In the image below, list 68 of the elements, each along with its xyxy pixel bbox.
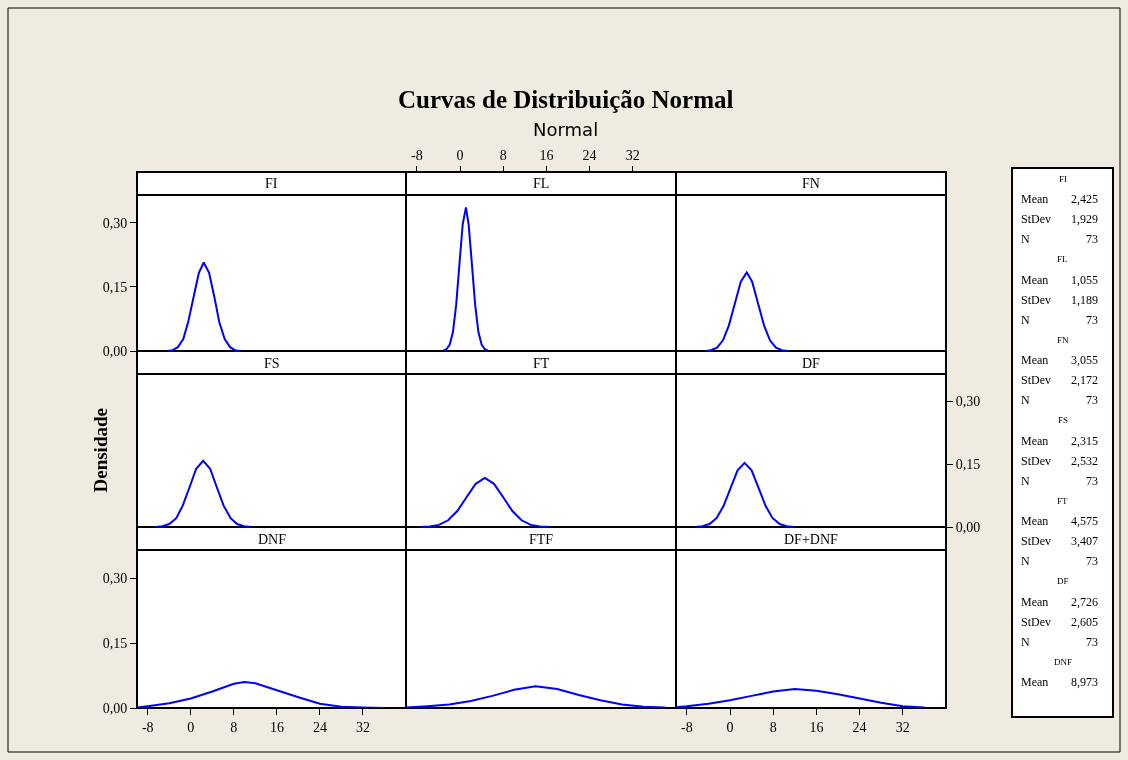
text: FS	[1058, 415, 1069, 425]
x-tick-label: 24	[312, 719, 327, 735]
x-tick-label: 32	[625, 148, 640, 164]
chart-title: FL	[533, 176, 550, 191]
chart-title: DF	[802, 356, 821, 371]
chart-title: FI	[265, 176, 278, 191]
text: Curvas de Distribuição Normal	[398, 86, 734, 113]
text: N 73	[1021, 313, 1098, 327]
text: FL	[1057, 254, 1068, 264]
text: Mean 3,055	[1021, 353, 1098, 367]
text: StDev 1,929	[1021, 212, 1098, 226]
chart-title: DNF	[258, 532, 287, 547]
x-tick-label: -8	[410, 148, 423, 164]
text: StDev 2,532	[1021, 454, 1098, 468]
y-tick-label: 0,15	[102, 635, 128, 651]
text: FN	[1057, 335, 1070, 345]
text: N 73	[1021, 232, 1098, 246]
y-tick-label: 0,30	[102, 215, 128, 231]
x-tick-label: -8	[141, 719, 154, 735]
text: FI	[1059, 174, 1068, 184]
x-tick-label: 16	[539, 148, 554, 164]
x-tick-label: 8	[769, 719, 777, 735]
text: FT	[1057, 496, 1069, 506]
text: StDev 2,172	[1021, 373, 1098, 387]
text: Mean 4,575	[1021, 514, 1098, 528]
x-tick-label: 24	[582, 148, 597, 164]
x-tick-label: 0	[726, 719, 734, 735]
chart-title: FN	[802, 176, 820, 191]
chart-title: FS	[264, 356, 280, 371]
text: Mean 2,726	[1021, 595, 1098, 609]
x-tick-label: -8	[680, 719, 693, 735]
y-tick-label: 0,30	[955, 394, 981, 410]
line-series	[694, 461, 795, 527]
y-tick-label: 0,15	[102, 279, 128, 295]
x-tick-label: 32	[895, 719, 910, 735]
line-series	[137, 681, 386, 708]
chart-title: DF+DNF	[784, 532, 839, 547]
x-tick-label: 16	[269, 719, 284, 735]
text: DNF	[1054, 657, 1073, 667]
chart-title: FTF	[529, 532, 554, 547]
text: Normal	[533, 119, 599, 140]
x-tick-label: 32	[355, 719, 370, 735]
x-tick-label: 0	[456, 148, 464, 164]
x-tick-label: 24	[852, 719, 867, 735]
text: Mean 2,315	[1021, 434, 1098, 448]
text: StDev 1,189	[1021, 293, 1098, 307]
y-tick-label: 0,00	[102, 343, 128, 359]
y-tick-label: 0,00	[955, 519, 981, 535]
text: DF	[1057, 576, 1069, 586]
text: Mean 8,973	[1021, 675, 1098, 689]
text: StDev 3,407	[1021, 534, 1098, 548]
text: Mean 1,055	[1021, 273, 1098, 287]
x-tick-label: 8	[499, 148, 507, 164]
text: Mean 2,425	[1021, 192, 1098, 206]
x-tick-label: 16	[809, 719, 824, 735]
line-series	[166, 261, 242, 351]
x-tick-label: 8	[230, 719, 238, 735]
chart-title: FT	[533, 356, 550, 371]
text: N 73	[1021, 635, 1098, 649]
x-tick-label: 0	[187, 719, 195, 735]
text: StDev 2,605	[1021, 615, 1098, 629]
text: N 73	[1021, 554, 1098, 568]
y-tick-label: 0,00	[102, 700, 128, 716]
text: N 73	[1021, 474, 1098, 488]
y-axis-title: Densidade	[89, 408, 111, 493]
y-tick-label: 0,15	[955, 457, 981, 473]
text: N 73	[1021, 393, 1098, 407]
y-tick-label: 0,30	[102, 571, 128, 587]
